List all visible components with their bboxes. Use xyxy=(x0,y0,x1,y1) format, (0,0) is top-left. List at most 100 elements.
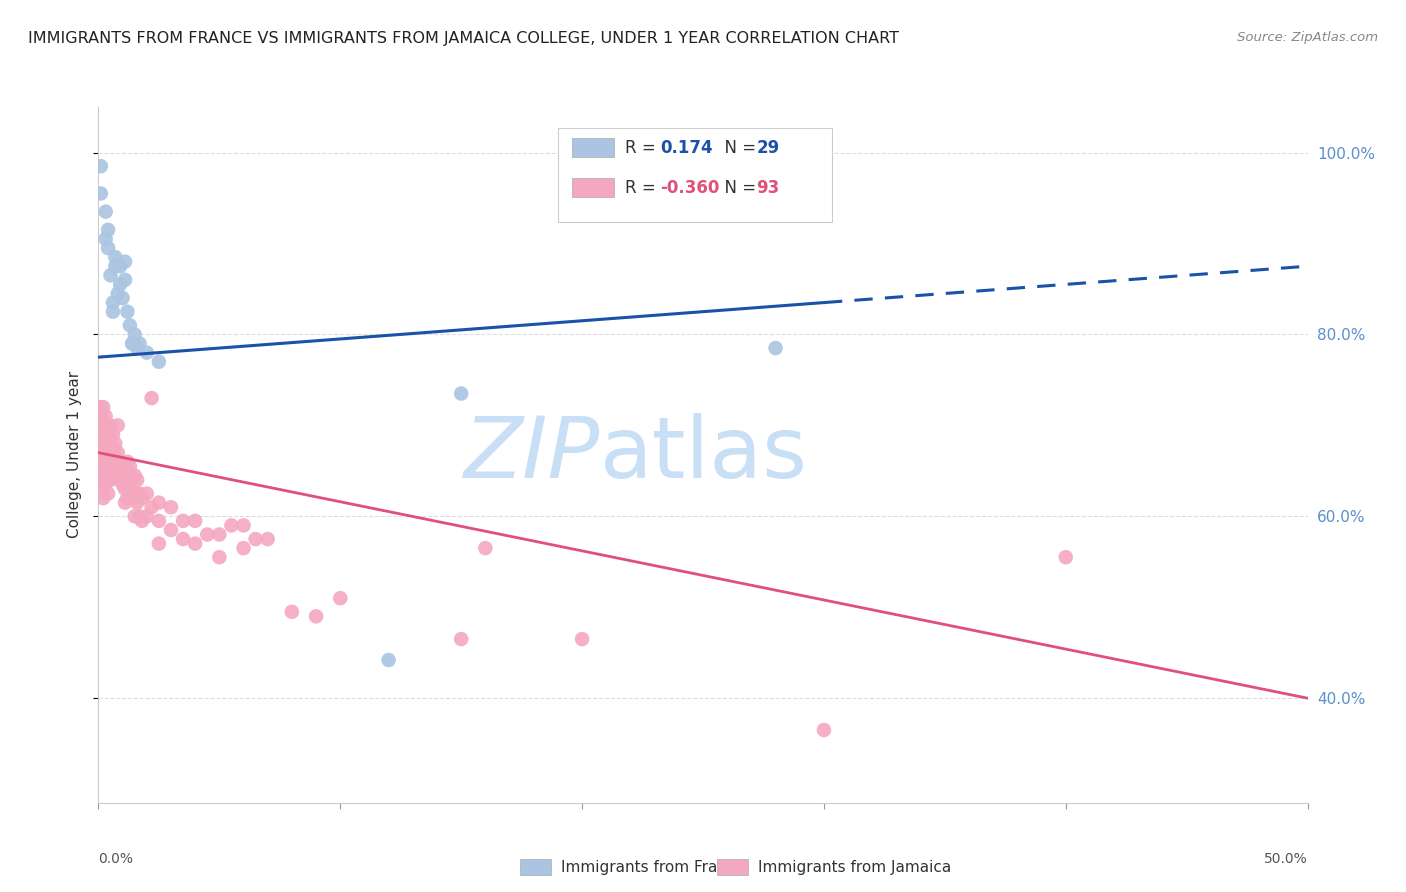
Point xyxy=(91,491,114,505)
Point xyxy=(107,445,129,459)
Point xyxy=(91,455,114,469)
Point xyxy=(121,491,143,505)
Point xyxy=(128,336,150,351)
Point xyxy=(208,550,231,565)
Text: 29: 29 xyxy=(756,138,779,156)
Point xyxy=(124,327,146,342)
Point xyxy=(94,445,117,459)
Point xyxy=(91,427,114,442)
Text: 50.0%: 50.0% xyxy=(1264,852,1308,866)
Point xyxy=(111,459,134,474)
Point xyxy=(117,491,139,505)
Point xyxy=(148,354,170,368)
Point xyxy=(208,527,231,541)
Point xyxy=(91,482,114,496)
Point xyxy=(91,464,114,478)
Point xyxy=(245,532,267,546)
Point xyxy=(90,186,112,201)
Point xyxy=(131,491,153,505)
Point xyxy=(450,632,472,646)
Point xyxy=(135,486,157,500)
Point xyxy=(256,532,278,546)
Point xyxy=(97,427,120,442)
Point xyxy=(91,473,114,487)
Point xyxy=(121,473,143,487)
Point xyxy=(94,436,117,450)
Point xyxy=(90,455,112,469)
Point xyxy=(94,477,117,491)
Point xyxy=(108,259,131,273)
Point xyxy=(135,509,157,524)
Point xyxy=(100,473,122,487)
Text: Immigrants from France: Immigrants from France xyxy=(561,860,745,874)
Point xyxy=(141,391,163,405)
Point xyxy=(118,459,141,474)
Point xyxy=(117,455,139,469)
Point xyxy=(184,536,207,550)
Point xyxy=(281,605,304,619)
Point xyxy=(1054,550,1077,565)
Point xyxy=(107,286,129,301)
Text: Source: ZipAtlas.com: Source: ZipAtlas.com xyxy=(1237,31,1378,45)
Point xyxy=(97,436,120,450)
Point xyxy=(90,464,112,478)
Y-axis label: College, Under 1 year: College, Under 1 year xyxy=(67,371,83,539)
Point xyxy=(101,455,124,469)
Point xyxy=(94,418,117,433)
Point xyxy=(97,445,120,459)
Point xyxy=(100,445,122,459)
Point xyxy=(91,418,114,433)
Text: N =: N = xyxy=(714,138,761,156)
Point xyxy=(100,418,122,433)
Point xyxy=(97,459,120,474)
Point xyxy=(474,541,496,556)
Point xyxy=(104,259,127,273)
Point xyxy=(124,486,146,500)
Point xyxy=(104,450,127,465)
Point xyxy=(94,427,117,442)
Point xyxy=(100,268,122,283)
Point xyxy=(101,304,124,318)
Point xyxy=(148,536,170,550)
Point xyxy=(184,514,207,528)
Point xyxy=(90,159,112,173)
Point xyxy=(107,418,129,433)
Point xyxy=(124,509,146,524)
Text: Immigrants from Jamaica: Immigrants from Jamaica xyxy=(758,860,950,874)
Point xyxy=(195,527,218,541)
Point xyxy=(172,532,194,546)
Point xyxy=(121,336,143,351)
Point xyxy=(121,336,143,351)
Point xyxy=(97,241,120,255)
Point xyxy=(148,496,170,510)
Point xyxy=(101,295,124,310)
Point xyxy=(97,486,120,500)
Point xyxy=(100,432,122,446)
Text: 93: 93 xyxy=(756,178,779,196)
Point xyxy=(108,455,131,469)
Point xyxy=(104,250,127,264)
Point xyxy=(450,386,472,401)
Point xyxy=(91,436,114,450)
Point xyxy=(232,518,254,533)
Point xyxy=(94,464,117,478)
Point xyxy=(90,400,112,414)
Point xyxy=(148,514,170,528)
Point xyxy=(97,473,120,487)
Point xyxy=(160,523,183,537)
Point xyxy=(101,427,124,442)
Point xyxy=(97,418,120,433)
Text: R =: R = xyxy=(626,178,661,196)
Point xyxy=(114,254,136,268)
Point xyxy=(377,653,399,667)
Point xyxy=(813,723,835,737)
Point xyxy=(90,436,112,450)
Text: -0.360: -0.360 xyxy=(661,178,720,196)
Point xyxy=(90,409,112,424)
Point xyxy=(172,514,194,528)
Point xyxy=(118,318,141,333)
Point xyxy=(128,486,150,500)
Point xyxy=(101,441,124,455)
Point xyxy=(221,518,243,533)
Point xyxy=(100,459,122,474)
